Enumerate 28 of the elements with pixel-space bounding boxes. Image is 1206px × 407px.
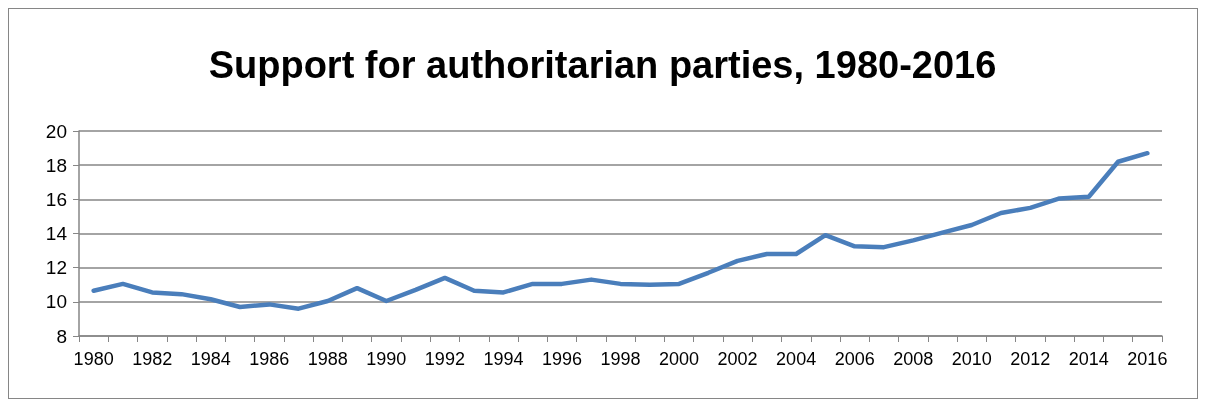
y-tick-label: 8 (56, 325, 67, 347)
y-tick-label: 20 (45, 120, 67, 142)
x-tick-label: 2000 (659, 349, 700, 369)
x-tick-label: 1986 (249, 349, 290, 369)
x-tick-label: 1988 (307, 349, 348, 369)
x-tick-label: 2004 (776, 349, 817, 369)
x-tick-label: 2010 (951, 349, 992, 369)
y-tick-label: 16 (45, 188, 67, 210)
x-tick-label: 2008 (893, 349, 934, 369)
x-tick-label: 1998 (600, 349, 641, 369)
x-tick-label: 1984 (190, 349, 231, 369)
chart-title: Support for authoritarian parties, 1980-2016 (208, 44, 997, 86)
line-series (91, 150, 1150, 311)
y-tick-label: 10 (45, 291, 67, 313)
x-tick-label: 1994 (483, 349, 524, 369)
y-tick-label: 14 (45, 223, 68, 244)
x-tick-label: 2014 (1068, 349, 1109, 369)
x-tick-label: 2002 (717, 349, 758, 369)
x-tick-label: 1982 (132, 349, 173, 369)
x-tick-label: 2016 (1127, 349, 1168, 369)
x-tick-label: 1980 (73, 349, 114, 369)
x-tick-label: 1990 (366, 349, 407, 369)
x-tick-label: 1996 (541, 349, 582, 369)
y-tick-label: 18 (45, 154, 67, 176)
x-tick-label: 2012 (1010, 349, 1051, 369)
x-tick-label: 2006 (834, 349, 875, 369)
x-tick-label: 1992 (424, 349, 465, 369)
y-tick-label: 12 (45, 257, 67, 279)
